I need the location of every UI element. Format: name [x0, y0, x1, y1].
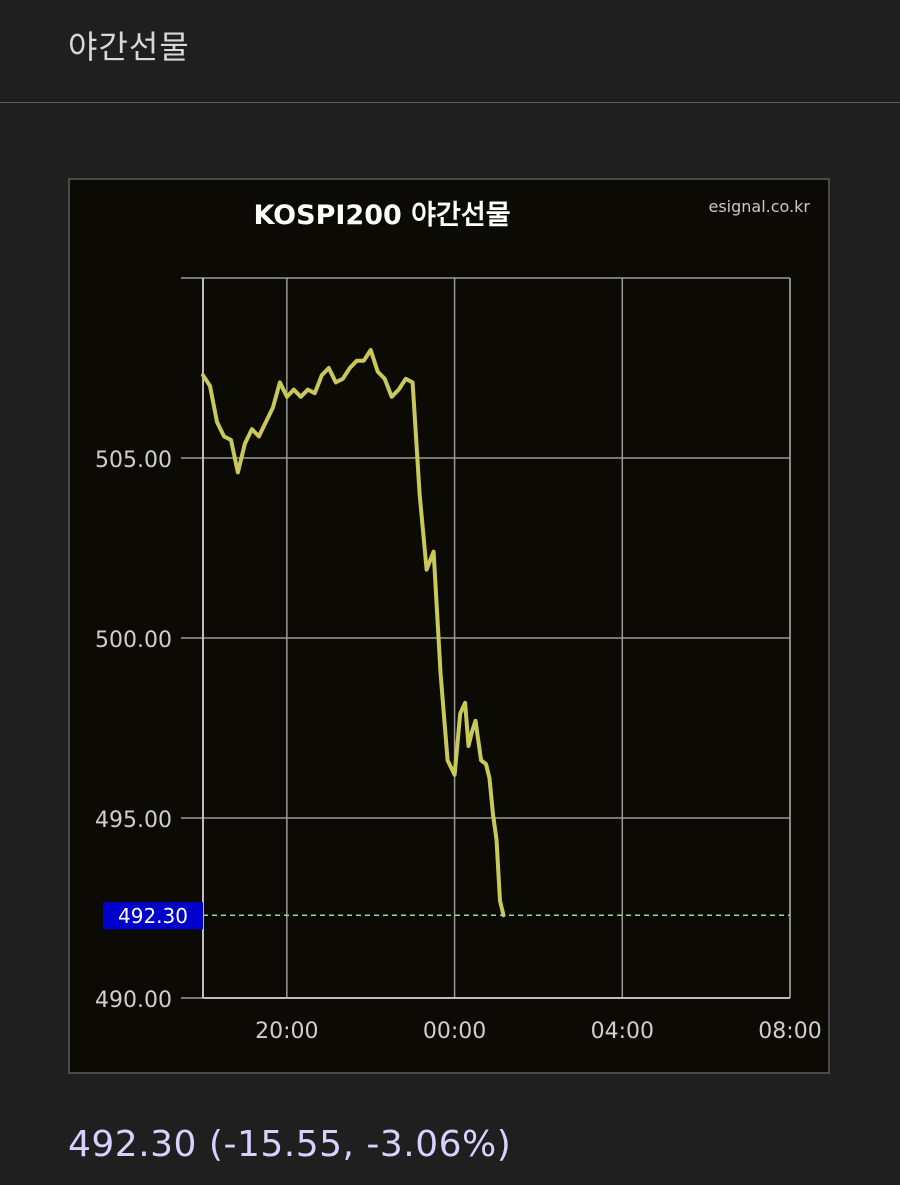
price-summary: 492.30 (-15.55, -3.06%) [68, 1124, 512, 1165]
x-tick-label: 20:00 [255, 1019, 318, 1044]
y-tick-label: 500.00 [95, 628, 172, 653]
x-tick-label: 04:00 [591, 1019, 654, 1044]
chart-grid [181, 277, 791, 999]
chart-panel: KOSPI200 야간선물 esignal.co.kr 505.00 500.00… [68, 178, 830, 1074]
current-value-label: 492.30 [118, 904, 188, 928]
x-tick-label: 00:00 [423, 1019, 486, 1044]
y-tick-label: 490.00 [95, 988, 172, 1013]
series-line [201, 348, 506, 918]
chart-title: KOSPI200 야간선물 [253, 200, 510, 231]
page-header: 야간선물 [0, 0, 900, 103]
y-tick-label: 495.00 [95, 808, 172, 833]
x-tick-label: 08:00 [758, 1019, 821, 1044]
chart-axes: 505.00 500.00 495.00 490.00 20:00 00:00 04:00 0… [95, 278, 822, 1044]
chart-watermark: esignal.co.kr [709, 197, 811, 216]
y-tick-label: 505.00 [95, 448, 172, 473]
page-title: 야간선물 [68, 28, 190, 66]
line-chart: KOSPI200 야간선물 esignal.co.kr 505.00 500.00… [95, 197, 822, 1044]
chart-series [201, 348, 506, 918]
current-value-box [103, 902, 203, 930]
current-value-marker: 492.30 [103, 902, 790, 930]
